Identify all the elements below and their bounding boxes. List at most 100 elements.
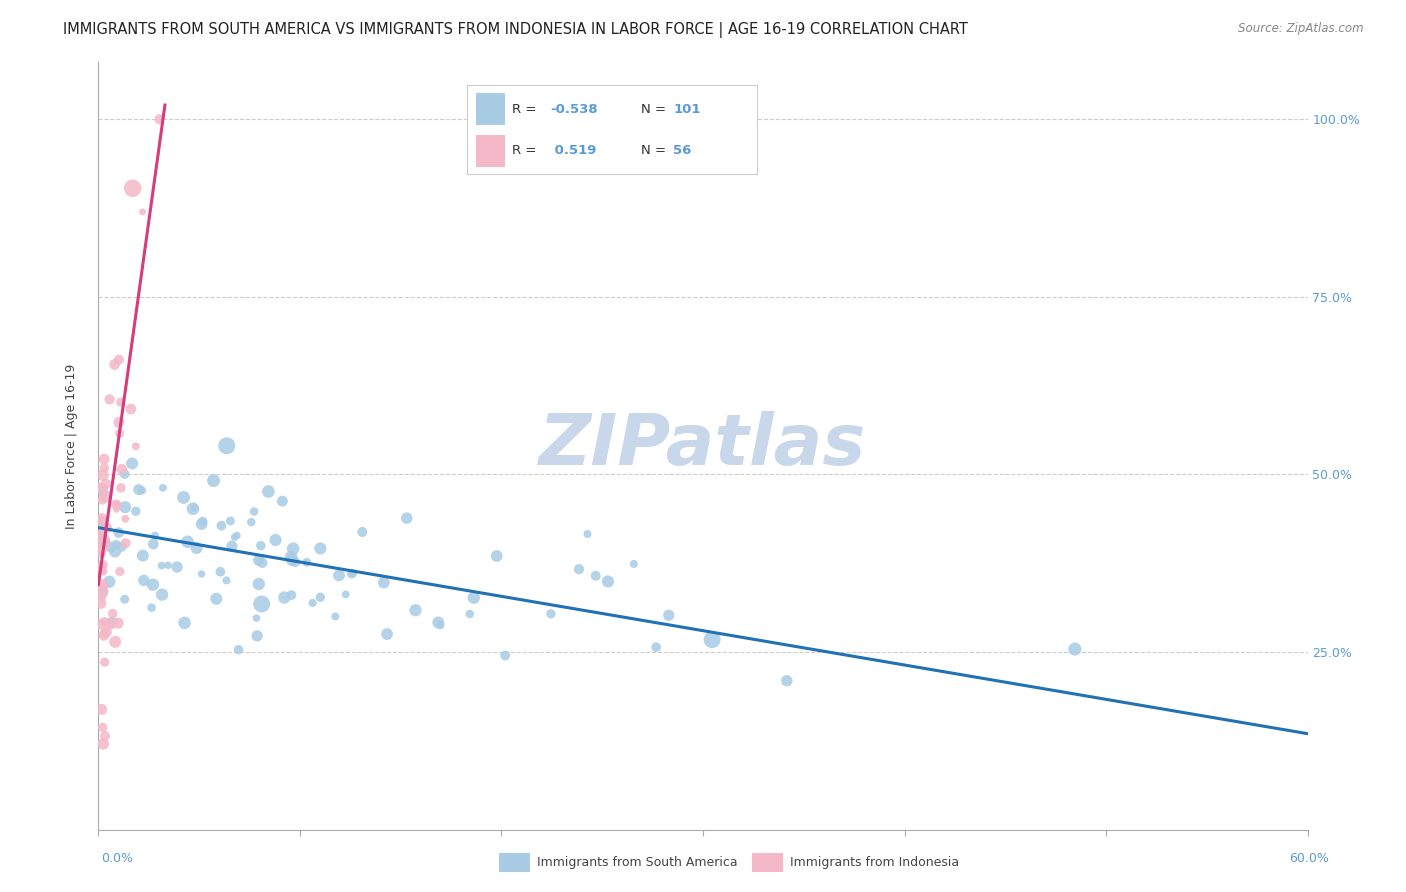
Point — [375, 627, 398, 641]
Point — [91, 737, 114, 751]
Point — [108, 416, 131, 430]
Point — [247, 553, 270, 567]
Point — [101, 607, 124, 621]
Point — [540, 607, 562, 621]
Point — [111, 462, 134, 476]
Point — [219, 514, 242, 528]
Point — [93, 565, 115, 579]
Point — [427, 615, 450, 630]
Point — [91, 531, 114, 545]
Y-axis label: In Labor Force | Age 16-19: In Labor Force | Age 16-19 — [65, 363, 77, 529]
Point — [91, 516, 114, 530]
Point — [120, 402, 142, 417]
Point — [191, 514, 214, 528]
Point — [110, 481, 132, 495]
Point — [91, 578, 114, 592]
Text: IMMIGRANTS FROM SOUTH AMERICA VS IMMIGRANTS FROM INDONESIA IN LABOR FORCE | AGE : IMMIGRANTS FROM SOUTH AMERICA VS IMMIGRA… — [63, 22, 969, 38]
Point — [91, 468, 114, 483]
Point — [463, 591, 485, 605]
Point — [150, 558, 173, 573]
Point — [93, 615, 115, 629]
Point — [104, 635, 127, 649]
Point — [90, 527, 112, 541]
Point — [108, 352, 131, 367]
Point — [429, 618, 451, 632]
Point — [221, 539, 243, 553]
Point — [89, 617, 111, 632]
Point — [700, 632, 723, 647]
Point — [105, 537, 128, 551]
Point — [280, 588, 302, 602]
Point — [90, 596, 112, 610]
Point — [121, 457, 143, 471]
Point — [240, 515, 263, 529]
Point — [228, 642, 250, 657]
Point — [249, 539, 271, 553]
Point — [94, 489, 117, 503]
Point — [91, 535, 114, 549]
Point — [494, 648, 516, 663]
Point — [211, 518, 233, 533]
Point — [645, 640, 668, 654]
Point — [105, 498, 128, 512]
Point — [173, 615, 195, 630]
Point — [110, 540, 132, 554]
Point — [150, 588, 173, 602]
Point — [176, 534, 198, 549]
Point — [108, 565, 131, 579]
Point — [93, 655, 115, 669]
Point — [202, 474, 225, 488]
Point — [264, 533, 287, 547]
Point — [110, 395, 132, 409]
Point — [121, 181, 143, 195]
Point — [323, 609, 346, 624]
Point — [340, 566, 363, 581]
Point — [284, 555, 307, 569]
Point — [373, 575, 395, 590]
Point — [271, 494, 294, 508]
Point — [585, 568, 607, 582]
Point — [132, 574, 155, 588]
Point — [114, 536, 136, 550]
Point — [281, 553, 304, 567]
Point — [105, 502, 128, 516]
Point — [103, 358, 125, 372]
Point — [107, 616, 129, 631]
Point — [142, 577, 165, 591]
Point — [405, 603, 427, 617]
Point — [301, 596, 323, 610]
Point — [273, 591, 295, 605]
Point — [309, 541, 332, 556]
Text: 0.0%: 0.0% — [101, 852, 134, 864]
Point — [108, 426, 131, 441]
Point — [335, 587, 357, 601]
Point — [93, 486, 115, 500]
Point — [568, 562, 591, 576]
Text: Immigrants from Indonesia: Immigrants from Indonesia — [790, 856, 959, 869]
Point — [245, 611, 267, 625]
Point — [89, 481, 111, 495]
Point — [485, 549, 508, 563]
Point — [173, 491, 195, 505]
Point — [352, 524, 374, 539]
Point — [247, 577, 270, 591]
Point — [94, 477, 117, 491]
Point — [93, 626, 115, 640]
Point — [89, 545, 111, 559]
Point — [89, 561, 111, 575]
Point — [114, 467, 136, 481]
Point — [114, 500, 136, 515]
Point — [91, 493, 114, 508]
Point — [152, 481, 174, 495]
Point — [107, 525, 129, 540]
Point — [209, 565, 232, 579]
Point — [280, 549, 302, 564]
Point — [125, 439, 148, 453]
Point — [114, 592, 136, 607]
Point — [295, 555, 318, 569]
Point — [93, 461, 115, 475]
Point — [141, 600, 163, 615]
Point — [91, 558, 114, 572]
Point — [91, 487, 114, 501]
Point — [243, 504, 266, 518]
